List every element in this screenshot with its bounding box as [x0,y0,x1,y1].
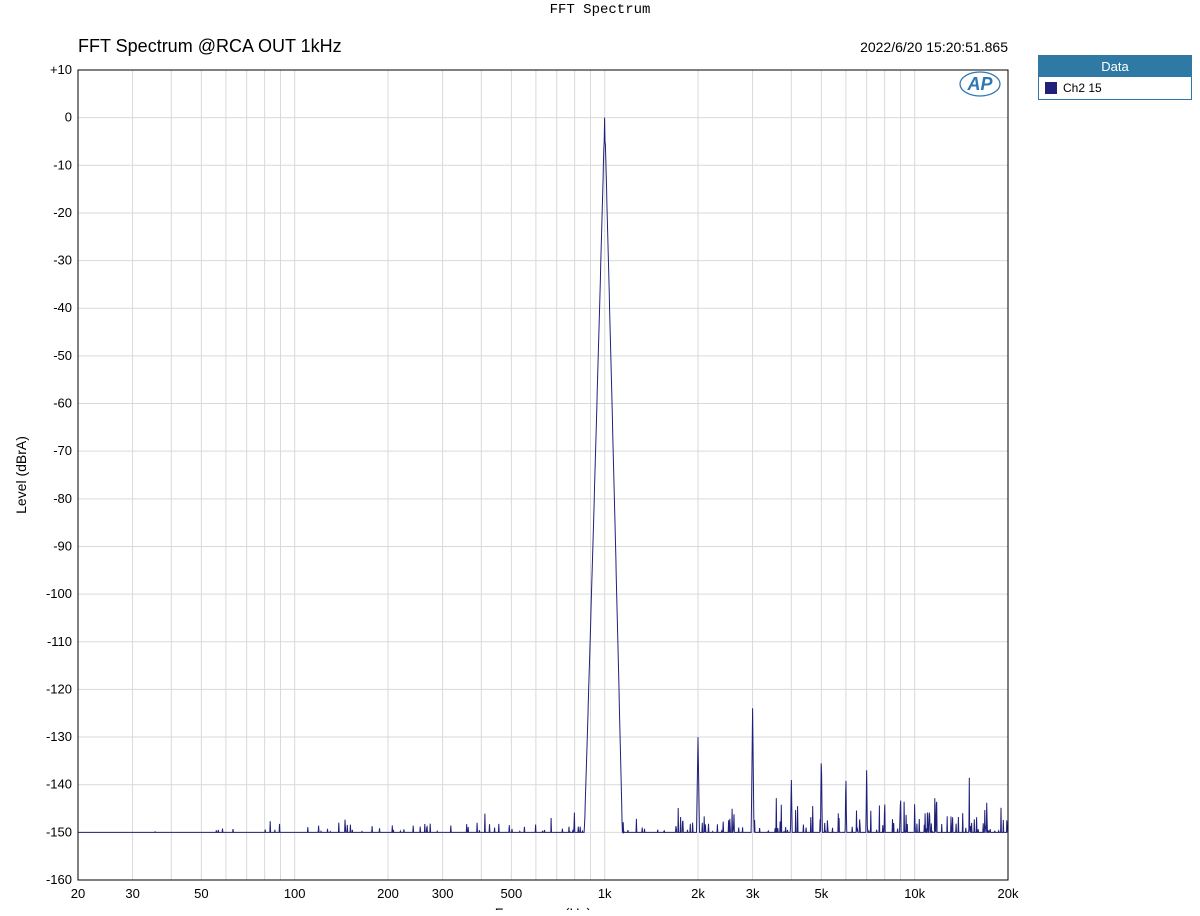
svg-text:-70: -70 [53,443,72,458]
svg-text:2022/6/20 15:20:51.865: 2022/6/20 15:20:51.865 [860,39,1008,55]
svg-text:-60: -60 [53,396,72,411]
legend-header: Data [1039,56,1191,77]
svg-text:AP: AP [966,74,993,94]
svg-text:-30: -30 [53,253,72,268]
svg-text:30: 30 [125,886,139,901]
svg-text:500: 500 [501,886,523,901]
svg-text:-120: -120 [46,681,72,696]
svg-text:FFT Spectrum @RCA OUT 1kHz: FFT Spectrum @RCA OUT 1kHz [78,36,342,56]
svg-text:5k: 5k [814,886,828,901]
svg-text:+10: +10 [50,62,72,77]
svg-text:-140: -140 [46,777,72,792]
svg-text:50: 50 [194,886,208,901]
fft-spectrum-chart: -160-150-140-130-120-110-100-90-80-70-60… [0,20,1030,910]
svg-text:Level (dBrA): Level (dBrA) [13,436,29,514]
svg-text:1k: 1k [598,886,612,901]
legend-item-label: Ch2 15 [1063,81,1102,95]
svg-text:-110: -110 [47,634,72,649]
svg-text:-160: -160 [46,872,72,887]
legend-swatch [1045,82,1057,94]
legend-item: Ch2 15 [1039,77,1191,99]
svg-text:2k: 2k [691,886,705,901]
svg-text:-150: -150 [46,824,72,839]
svg-text:-40: -40 [53,300,72,315]
super-title: FFT Spectrum [0,2,1200,18]
svg-text:100: 100 [284,886,306,901]
svg-text:10k: 10k [904,886,925,901]
svg-text:0: 0 [65,110,72,125]
svg-text:300: 300 [432,886,454,901]
svg-text:Frequency (Hz): Frequency (Hz) [495,905,591,910]
svg-text:-100: -100 [46,586,72,601]
svg-text:-80: -80 [53,491,72,506]
svg-text:20: 20 [71,886,85,901]
svg-text:-20: -20 [53,205,72,220]
svg-text:-10: -10 [53,157,72,172]
svg-text:-90: -90 [53,538,72,553]
legend-box: Data Ch2 15 [1038,55,1192,100]
svg-text:-130: -130 [46,729,72,744]
svg-text:20k: 20k [998,886,1019,901]
svg-text:-50: -50 [53,348,72,363]
svg-text:200: 200 [377,886,399,901]
svg-text:3k: 3k [746,886,760,901]
